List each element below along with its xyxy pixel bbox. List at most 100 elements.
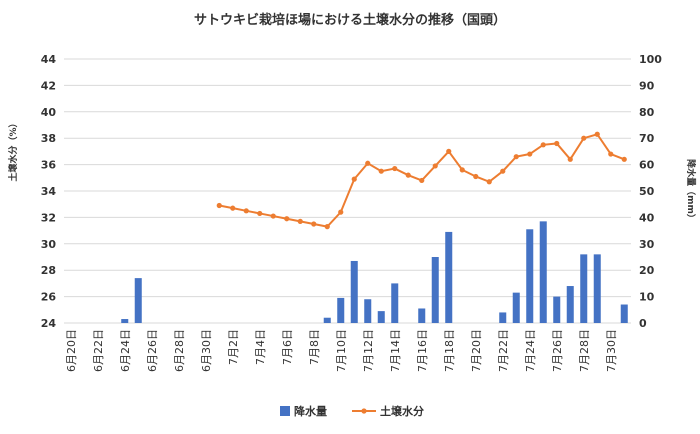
soil-moisture-point	[270, 213, 276, 219]
right-tick-label: 20	[639, 264, 655, 277]
x-tick-label: 7月26日	[551, 329, 564, 372]
left-tick-label: 30	[41, 238, 57, 251]
right-tick-label: 0	[639, 317, 647, 330]
soil-moisture-point	[540, 142, 546, 148]
x-tick-label: 7月24日	[524, 329, 537, 372]
soil-moisture-point	[486, 179, 492, 185]
soil-moisture-point	[338, 209, 344, 215]
legend-bar-label: 降水量	[294, 404, 327, 418]
legend: 降水量 土壌水分	[280, 404, 424, 418]
right-tick-label: 70	[639, 132, 655, 145]
soil-moisture-point	[513, 154, 519, 160]
right-tick-label: 30	[639, 238, 655, 251]
rainfall-bar	[418, 308, 426, 323]
soil-moisture-point	[392, 165, 398, 172]
x-tick-label: 7月8日	[308, 329, 321, 365]
rainfall-bar	[337, 297, 345, 323]
right-tick-label: 50	[639, 185, 655, 198]
right-axis-ticks: 0 10 20 30 40 50 60 70 80 90 100	[639, 53, 662, 330]
right-axis-title: 降水量（mm）	[685, 159, 697, 223]
soil-moisture-point	[567, 156, 573, 162]
right-tick-label: 60	[639, 159, 655, 172]
soil-moisture-point	[284, 216, 290, 222]
rainfall-bar	[512, 292, 520, 323]
soil-moisture-point	[500, 168, 506, 174]
rainfall-bar	[364, 299, 372, 323]
soil-moisture-point	[446, 148, 452, 154]
rainfall-bar	[350, 260, 358, 323]
soil-moisture-point	[594, 131, 600, 137]
soil-moisture-point	[230, 205, 236, 211]
x-tick-label: 6月30日	[200, 329, 213, 372]
soil-moisture-point	[608, 151, 614, 157]
x-tick-label: 7月2日	[227, 329, 240, 365]
soil-moisture-point	[378, 168, 384, 174]
soil-moisture-point	[419, 177, 425, 184]
soil-moisture-point	[527, 151, 533, 157]
left-tick-label: 36	[41, 159, 57, 172]
rainfall-bar	[121, 319, 129, 323]
x-tick-label: 7月10日	[335, 329, 348, 372]
x-tick-label: 6月24日	[119, 329, 132, 372]
soil-moisture-point	[554, 140, 560, 147]
left-axis-ticks: 24 26 28 30 32 34 36 38 40 42 44	[41, 53, 57, 330]
left-tick-label: 34	[41, 185, 57, 198]
soil-moisture-point	[311, 221, 317, 227]
rainfall-bar	[377, 311, 385, 323]
right-tick-label: 90	[639, 79, 655, 92]
left-tick-label: 42	[41, 79, 56, 92]
x-tick-label: 6月22日	[92, 329, 105, 372]
rainfall-bar	[526, 229, 534, 323]
soil-moisture-point	[432, 163, 438, 169]
left-tick-label: 28	[41, 264, 56, 277]
rainfall-bar	[134, 278, 142, 323]
left-tick-label: 44	[41, 53, 57, 66]
x-tick-label: 7月20日	[470, 329, 483, 372]
x-tick-label: 7月30日	[605, 329, 618, 372]
left-tick-label: 32	[41, 211, 56, 224]
rainfall-bar	[323, 317, 331, 323]
soil-moisture-point	[324, 224, 330, 230]
soil-moisture-point	[257, 210, 263, 217]
left-tick-label: 24	[41, 317, 57, 330]
soil-moisture-point	[473, 173, 479, 180]
rainfall-bar	[391, 283, 399, 323]
rainfall-bar	[553, 296, 561, 323]
x-tick-label: 7月16日	[416, 329, 429, 372]
soil-moisture-point	[581, 135, 587, 141]
rainfall-bar	[431, 257, 439, 323]
chart-title: サトウキビ栽培ほ場における土壌水分の推移（国頭）	[194, 12, 506, 28]
x-tick-label: 7月12日	[362, 329, 375, 372]
x-tick-label: 6月28日	[173, 329, 186, 372]
soil-moisture-point	[243, 208, 249, 214]
rainfall-bars	[121, 221, 628, 323]
rainfall-bar	[580, 254, 588, 323]
soil-moisture-point	[297, 218, 303, 224]
right-tick-label: 100	[639, 53, 662, 66]
rainfall-bar	[499, 312, 507, 323]
legend-line-marker	[361, 408, 367, 414]
x-tick-label: 6月20日	[65, 329, 78, 372]
x-tick-label: 7月22日	[497, 329, 510, 372]
soil-moisture-point	[365, 160, 371, 166]
soil-moisture-point	[351, 176, 357, 182]
rainfall-bar	[566, 286, 574, 323]
soil-moisture-point	[216, 202, 222, 209]
legend-line-label: 土壌水分	[380, 404, 424, 418]
x-tick-label: 7月14日	[389, 329, 402, 372]
left-tick-label: 40	[41, 106, 57, 119]
left-tick-label: 38	[41, 132, 56, 145]
x-tick-label: 7月4日	[254, 329, 267, 365]
left-axis-title: 土壌水分（%）	[7, 118, 19, 181]
x-tick-label: 7月28日	[578, 329, 591, 372]
gridlines	[64, 58, 631, 324]
x-tick-label: 6月26日	[146, 329, 159, 372]
soil-moisture-point	[405, 172, 411, 178]
rainfall-bar	[593, 254, 601, 323]
right-tick-label: 40	[639, 211, 655, 224]
soil-moisture-point	[459, 167, 465, 173]
soil-moisture-line	[216, 131, 627, 230]
left-tick-label: 26	[41, 291, 57, 304]
